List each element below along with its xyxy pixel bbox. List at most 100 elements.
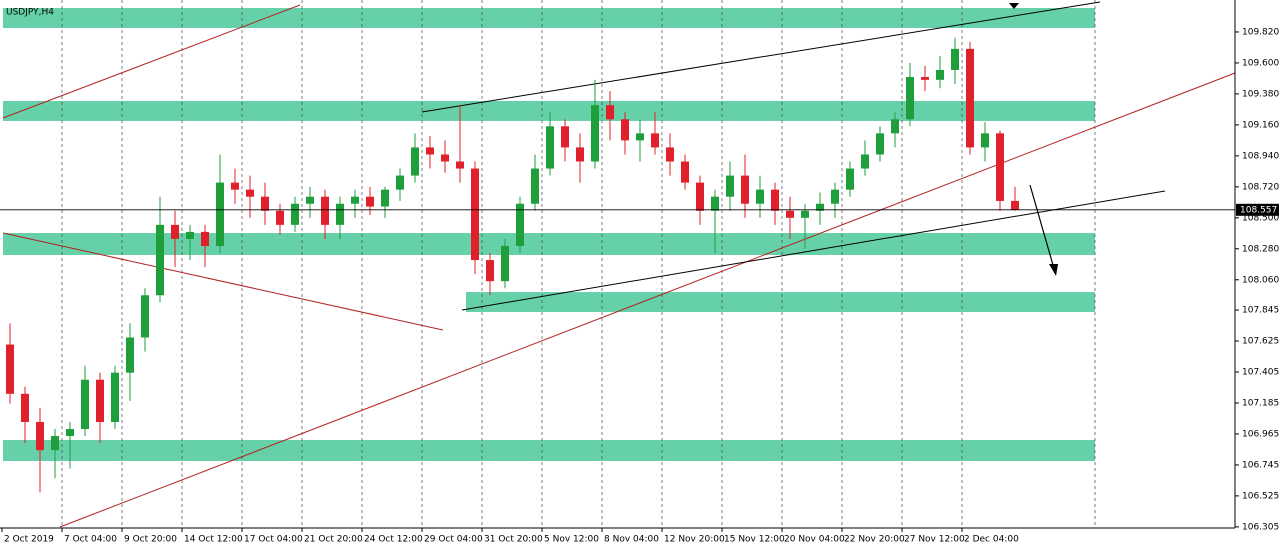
- candle-body: [816, 203, 824, 211]
- x-tick-label: 8 Nov 04:00: [604, 535, 659, 545]
- candle-body: [756, 189, 764, 204]
- y-tick-label: 108.280: [1242, 244, 1279, 254]
- last-price-box: [1236, 203, 1279, 216]
- candle-body: [156, 224, 164, 296]
- candle-body: [171, 224, 179, 239]
- trend-line: [461, 190, 1166, 311]
- y-tick-label: 106.305: [1242, 522, 1279, 532]
- candle-body: [636, 133, 644, 141]
- x-tick-label: 20 Nov 04:00: [784, 535, 845, 545]
- y-tick-label: 106.965: [1242, 429, 1279, 439]
- candle-body: [141, 295, 149, 338]
- x-tick-label: 24 Oct 12:00: [364, 535, 423, 545]
- candle-body: [726, 175, 734, 197]
- x-tick-label: 14 Oct 12:00: [184, 535, 243, 545]
- candle-body: [546, 126, 554, 169]
- candle-body: [486, 260, 494, 282]
- arrow-head: [1049, 264, 1058, 276]
- candle-body: [276, 210, 284, 225]
- y-tick-label: 107.845: [1242, 306, 1279, 316]
- candle-body: [966, 48, 974, 148]
- arrow-head: [1009, 3, 1019, 9]
- candle-body: [981, 133, 989, 148]
- x-tick-label: 5 Nov 12:00: [544, 535, 599, 545]
- zone: [3, 100, 1095, 121]
- y-tick-label: 107.405: [1242, 367, 1279, 377]
- candle-body: [606, 105, 614, 120]
- candle-body: [291, 203, 299, 225]
- candle-body: [231, 182, 239, 190]
- y-tick-label: 107.625: [1242, 337, 1279, 347]
- y-tick-label: 107.185: [1242, 398, 1279, 408]
- candle-body: [651, 133, 659, 148]
- candle-body: [6, 344, 14, 394]
- candle-body: [666, 147, 674, 162]
- candle-body: [531, 168, 539, 204]
- x-tick-label: 9 Oct 20:00: [124, 535, 177, 545]
- candle-body: [801, 210, 809, 218]
- candle-body: [21, 393, 29, 422]
- candle-body: [1011, 200, 1019, 210]
- candle-body: [51, 436, 59, 451]
- candle-body: [66, 429, 74, 437]
- candle-body: [876, 133, 884, 155]
- y-tick-label: 109.380: [1242, 89, 1279, 99]
- candle-body: [111, 372, 119, 422]
- x-tick-label: 22 Nov 20:00: [844, 535, 905, 545]
- candle-body: [906, 77, 914, 120]
- candle-body: [261, 196, 269, 211]
- candle-body: [351, 196, 359, 204]
- x-tick-label: 2 Dec 04:00: [964, 535, 1019, 545]
- zone: [466, 292, 1095, 313]
- candle-body: [321, 196, 329, 225]
- arrow: [1029, 184, 1054, 266]
- candle-body: [501, 245, 509, 282]
- candle-body: [246, 189, 254, 197]
- candles: [0, 37, 1235, 493]
- candle-body: [621, 119, 629, 141]
- candle-body: [186, 231, 194, 239]
- candle-body: [411, 147, 419, 176]
- candle-body: [126, 337, 134, 373]
- candle-body: [516, 203, 524, 246]
- x-tick-label: 12 Nov 20:00: [664, 535, 725, 545]
- candle-body: [441, 154, 449, 162]
- trend-line: [59, 72, 1236, 528]
- last-price-label: 108.557: [1240, 205, 1277, 215]
- x-tick-label: 2 Oct 2019: [4, 535, 54, 545]
- candle-body: [36, 421, 44, 451]
- axis-labels: 109.820 109.600 109.380 109.160 108.940 108.7…: [1, 27, 1279, 545]
- y-tick-label: 108.720: [1242, 182, 1279, 192]
- x-tick-label: 17 Oct 04:00: [244, 535, 303, 545]
- y-tick-label: 109.600: [1242, 58, 1279, 68]
- candle-body: [336, 203, 344, 225]
- candle-body: [951, 48, 959, 70]
- candle-body: [681, 161, 689, 183]
- zone: [3, 233, 1095, 255]
- candle-body: [576, 147, 584, 162]
- candle-body: [96, 379, 104, 422]
- candle-body: [366, 196, 374, 207]
- zone: [3, 8, 1095, 29]
- x-tick-label: 31 Oct 20:00: [484, 535, 543, 545]
- candle-body: [786, 210, 794, 218]
- candle-body: [846, 168, 854, 190]
- candle-body: [891, 119, 899, 134]
- y-tick-label: 106.525: [1242, 491, 1279, 501]
- zones: [3, 8, 1095, 461]
- x-tick-label: 7 Oct 04:00: [64, 535, 117, 545]
- y-tick-label: 109.160: [1242, 120, 1279, 130]
- x-tick-label: 29 Oct 04:00: [424, 535, 483, 545]
- trend-line: [2, 232, 444, 331]
- candle-body: [471, 168, 479, 261]
- candle-body: [831, 189, 839, 204]
- y-tick-label: 109.820: [1242, 27, 1279, 37]
- candle-body: [456, 161, 464, 169]
- candle-body: [426, 147, 434, 155]
- candle-body: [396, 175, 404, 190]
- candle-body: [711, 196, 719, 211]
- x-tick-label: 15 Nov 12:00: [724, 535, 785, 545]
- trend-lines: [2, 1, 1236, 528]
